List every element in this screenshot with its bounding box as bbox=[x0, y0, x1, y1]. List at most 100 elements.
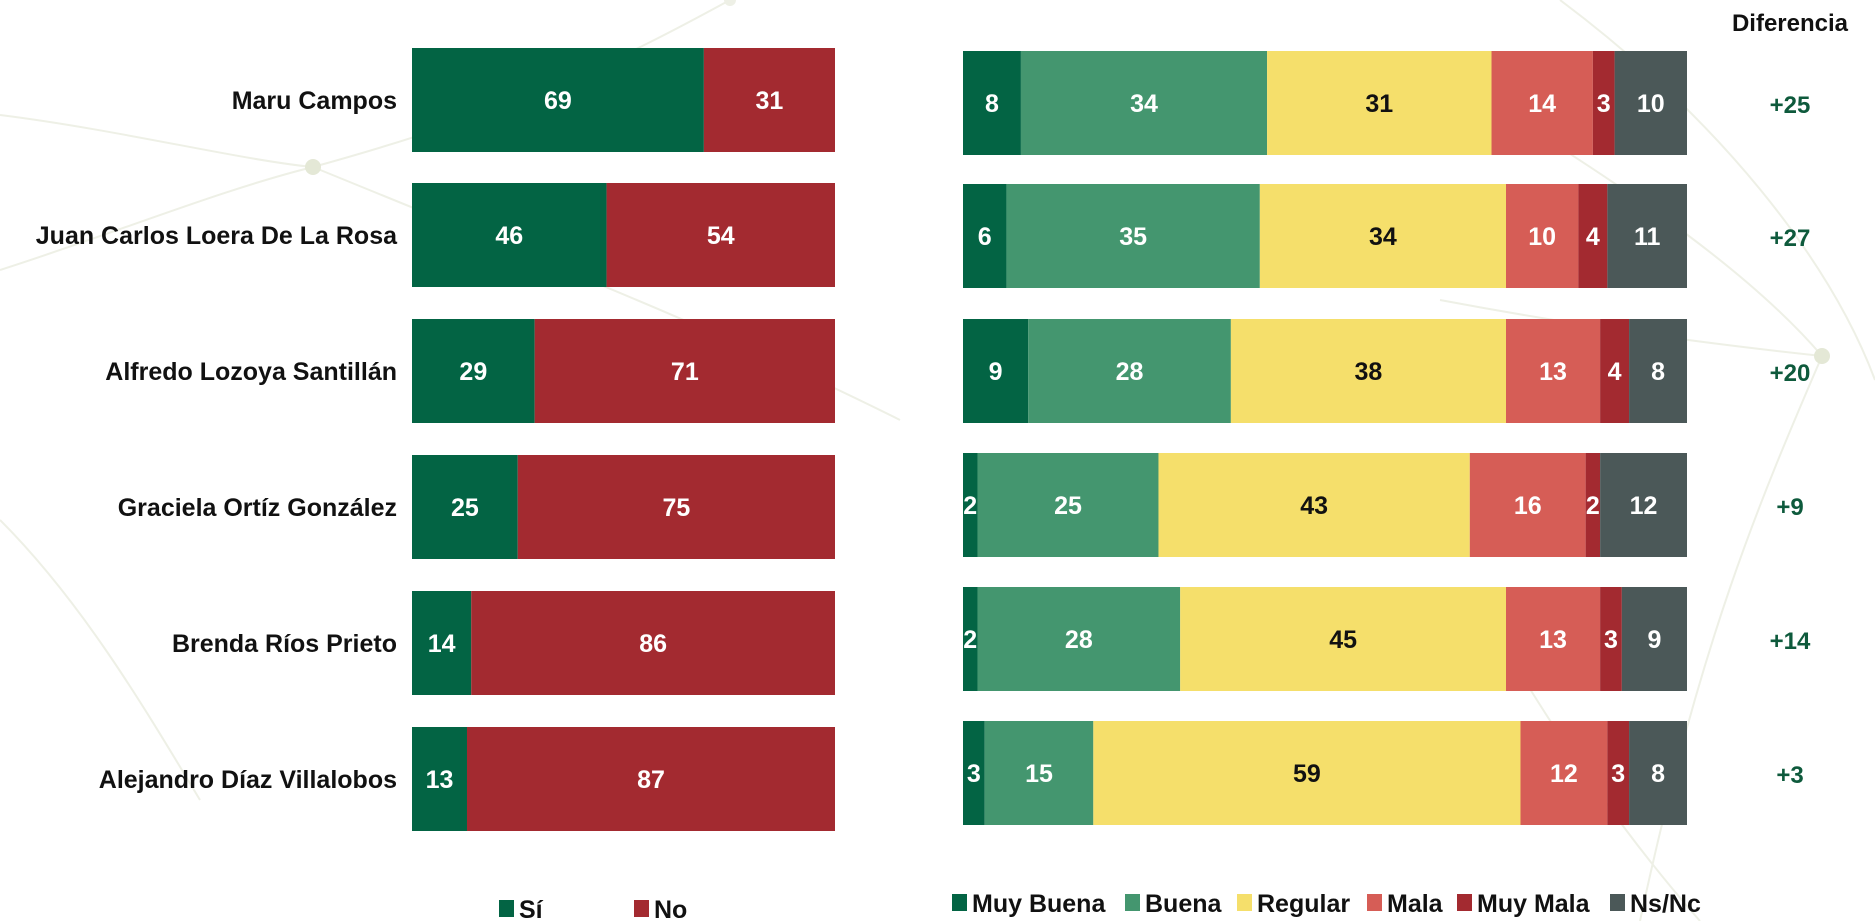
rating-legend-swatch-muy-mala bbox=[1457, 894, 1472, 911]
rating-bar-ns-nc-alfredo-lozoya-santillan bbox=[1629, 319, 1687, 423]
approval-legend-label-si: Sí bbox=[519, 896, 544, 921]
rating-label-muy-buena-maru-campos: 8 bbox=[985, 90, 999, 118]
rating-legend-swatch-regular bbox=[1237, 894, 1252, 911]
rating-bar-muy-mala-juan-carlos-loera-de-la-rosa bbox=[1578, 184, 1608, 288]
rating-legend: Muy Buena Buena Regular Mala Muy Mala Ns/Nc bbox=[952, 890, 1701, 918]
rating-label-ns-nc-alejandro-diaz-villalobos: 8 bbox=[1651, 760, 1665, 788]
rating-bar-ns-nc-brenda-rios-prieto bbox=[1621, 587, 1687, 691]
rating-label-muy-mala-alejandro-diaz-villalobos: 3 bbox=[1611, 760, 1625, 788]
rating-bar-mala-brenda-rios-prieto bbox=[1506, 587, 1601, 691]
rating-label-muy-mala-brenda-rios-prieto: 3 bbox=[1604, 626, 1618, 654]
rating-bar-ns-nc-juan-carlos-loera-de-la-rosa bbox=[1607, 184, 1687, 288]
approval-label-si-juan-carlos-loera-de-la-rosa: 46 bbox=[495, 222, 523, 250]
rating-label-muy-mala-maru-campos: 3 bbox=[1597, 90, 1611, 118]
rating-label-muy-buena-brenda-rios-prieto: 2 bbox=[963, 626, 977, 654]
approval-chart: 69 31 46 54 29 71 25 75 14 86 13 87 bbox=[412, 48, 835, 831]
rating-bar-regular-alfredo-lozoya-santillan bbox=[1230, 319, 1506, 423]
rating-label-muy-buena-juan-carlos-loera-de-la-rosa: 6 bbox=[978, 223, 992, 251]
rating-label-muy-mala-juan-carlos-loera-de-la-rosa: 4 bbox=[1586, 223, 1600, 251]
rating-label-muy-buena-alejandro-diaz-villalobos: 3 bbox=[967, 760, 981, 788]
rating-label-ns-nc-graciela-ortiz-gonzalez: 12 bbox=[1630, 492, 1658, 520]
approval-bar-si-juan-carlos-loera-de-la-rosa bbox=[412, 183, 607, 287]
rating-legend-swatch-ns-nc bbox=[1610, 894, 1625, 911]
rating-bar-buena-maru-campos bbox=[1020, 51, 1268, 155]
approval-legend-swatch-si bbox=[499, 900, 514, 917]
rating-label-mala-alfredo-lozoya-santillan: 13 bbox=[1539, 358, 1567, 386]
approval-label-no-maru-campos: 31 bbox=[756, 87, 784, 115]
candidate-label-maru-campos: Maru Campos bbox=[232, 87, 397, 115]
rating-label-muy-buena-alfredo-lozoya-santillan: 9 bbox=[989, 358, 1003, 386]
rating-legend-swatch-mala bbox=[1367, 894, 1382, 911]
rating-label-muy-buena-graciela-ortiz-gonzalez: 2 bbox=[963, 492, 977, 520]
rating-label-ns-nc-brenda-rios-prieto: 9 bbox=[1647, 626, 1661, 654]
rating-bar-ns-nc-maru-campos bbox=[1614, 51, 1687, 155]
rating-bar-muy-buena-alejandro-diaz-villalobos bbox=[963, 721, 985, 825]
rating-bar-mala-graciela-ortiz-gonzalez bbox=[1469, 453, 1586, 557]
approval-bar-no-brenda-rios-prieto bbox=[471, 591, 835, 695]
difference-title: Diferencia bbox=[1732, 10, 1849, 37]
approval-label-no-alfredo-lozoya-santillan: 71 bbox=[671, 358, 699, 386]
approval-bar-no-juan-carlos-loera-de-la-rosa bbox=[606, 183, 835, 287]
rating-bar-muy-mala-graciela-ortiz-gonzalez bbox=[1585, 453, 1601, 557]
rating-label-buena-alejandro-diaz-villalobos: 15 bbox=[1025, 760, 1053, 788]
rating-bar-muy-mala-brenda-rios-prieto bbox=[1600, 587, 1622, 691]
approval-bar-no-maru-campos bbox=[703, 48, 835, 152]
rating-label-regular-brenda-rios-prieto: 45 bbox=[1329, 626, 1357, 654]
candidate-labels: Maru Campos Juan Carlos Loera De La Rosa A… bbox=[36, 87, 398, 794]
rating-label-mala-brenda-rios-prieto: 13 bbox=[1539, 626, 1567, 654]
rating-label-ns-nc-juan-carlos-loera-de-la-rosa: 11 bbox=[1634, 223, 1661, 251]
approval-bar-no-alejandro-diaz-villalobos bbox=[466, 727, 835, 831]
rating-label-buena-maru-campos: 34 bbox=[1130, 90, 1158, 118]
candidate-label-juan-carlos-loera-de-la-rosa: Juan Carlos Loera De La Rosa bbox=[36, 222, 398, 250]
rating-bar-buena-brenda-rios-prieto bbox=[977, 587, 1181, 691]
rating-bar-muy-buena-graciela-ortiz-gonzalez bbox=[963, 453, 978, 557]
rating-label-regular-juan-carlos-loera-de-la-rosa: 34 bbox=[1369, 223, 1397, 251]
rating-legend-label-mala: Mala bbox=[1387, 890, 1444, 918]
approval-label-si-graciela-ortiz-gonzalez: 25 bbox=[451, 494, 479, 522]
rating-legend-swatch-muy-buena bbox=[952, 894, 967, 911]
rating-label-mala-alejandro-diaz-villalobos: 12 bbox=[1550, 760, 1578, 788]
rating-bar-regular-maru-campos bbox=[1267, 51, 1492, 155]
rating-label-ns-nc-alfredo-lozoya-santillan: 8 bbox=[1651, 358, 1665, 386]
candidate-label-graciela-ortiz-gonzalez: Graciela Ortíz González bbox=[118, 494, 397, 522]
rating-bar-regular-alejandro-diaz-villalobos bbox=[1093, 721, 1521, 825]
rating-label-regular-graciela-ortiz-gonzalez: 43 bbox=[1300, 492, 1328, 520]
approval-label-no-juan-carlos-loera-de-la-rosa: 54 bbox=[707, 222, 735, 250]
approval-legend: Sí No bbox=[499, 896, 687, 921]
rating-legend-label-buena: Buena bbox=[1145, 890, 1223, 918]
rating-chart: 8 34 31 14 3 106 35 34 10 4 119 28 38 13 4 82 25 43 16 2 122… bbox=[963, 51, 1687, 825]
rating-bar-regular-brenda-rios-prieto bbox=[1180, 587, 1506, 691]
rating-label-regular-alejandro-diaz-villalobos: 59 bbox=[1293, 760, 1321, 788]
candidate-label-alejandro-diaz-villalobos: Alejandro Díaz Villalobos bbox=[99, 766, 397, 794]
rating-label-ns-nc-maru-campos: 10 bbox=[1637, 90, 1665, 118]
difference-value-3: +20 bbox=[1770, 360, 1811, 387]
candidate-label-alfredo-lozoya-santillan: Alfredo Lozoya Santillán bbox=[105, 358, 397, 386]
candidate-label-brenda-rios-prieto: Brenda Ríos Prieto bbox=[172, 630, 397, 658]
rating-label-muy-mala-alfredo-lozoya-santillan: 4 bbox=[1608, 358, 1622, 386]
rating-bar-ns-nc-alejandro-diaz-villalobos bbox=[1629, 721, 1687, 825]
rating-label-regular-alfredo-lozoya-santillan: 38 bbox=[1355, 358, 1383, 386]
approval-label-si-alfredo-lozoya-santillan: 29 bbox=[459, 358, 487, 386]
rating-legend-label-muy-mala: Muy Mala bbox=[1477, 890, 1591, 918]
approval-bar-si-graciela-ortiz-gonzalez bbox=[412, 455, 518, 559]
rating-bar-mala-alfredo-lozoya-santillan bbox=[1506, 319, 1601, 423]
difference-value-1: +25 bbox=[1770, 92, 1811, 119]
rating-bar-regular-juan-carlos-loera-de-la-rosa bbox=[1259, 184, 1506, 288]
rating-bar-muy-mala-maru-campos bbox=[1592, 51, 1615, 155]
difference-value-5: +14 bbox=[1770, 628, 1811, 655]
rating-legend-swatch-buena bbox=[1125, 894, 1140, 911]
rating-bar-ns-nc-graciela-ortiz-gonzalez bbox=[1600, 453, 1687, 557]
approval-label-si-maru-campos: 69 bbox=[544, 87, 572, 115]
difference-column: Diferencia +25 +27 +20 +9 +14 +3 bbox=[1732, 10, 1849, 789]
approval-bar-no-graciela-ortiz-gonzalez bbox=[517, 455, 835, 559]
rating-bar-muy-mala-alfredo-lozoya-santillan bbox=[1600, 319, 1630, 423]
rating-label-mala-juan-carlos-loera-de-la-rosa: 10 bbox=[1528, 223, 1556, 251]
rating-label-buena-graciela-ortiz-gonzalez: 25 bbox=[1054, 492, 1082, 520]
rating-bar-buena-juan-carlos-loera-de-la-rosa bbox=[1006, 184, 1260, 288]
rating-label-regular-maru-campos: 31 bbox=[1365, 90, 1393, 118]
approval-bar-si-maru-campos bbox=[412, 48, 704, 152]
rating-bar-muy-mala-alejandro-diaz-villalobos bbox=[1607, 721, 1630, 825]
rating-bar-muy-buena-alfredo-lozoya-santillan bbox=[963, 319, 1029, 423]
rating-label-buena-juan-carlos-loera-de-la-rosa: 35 bbox=[1119, 223, 1147, 251]
